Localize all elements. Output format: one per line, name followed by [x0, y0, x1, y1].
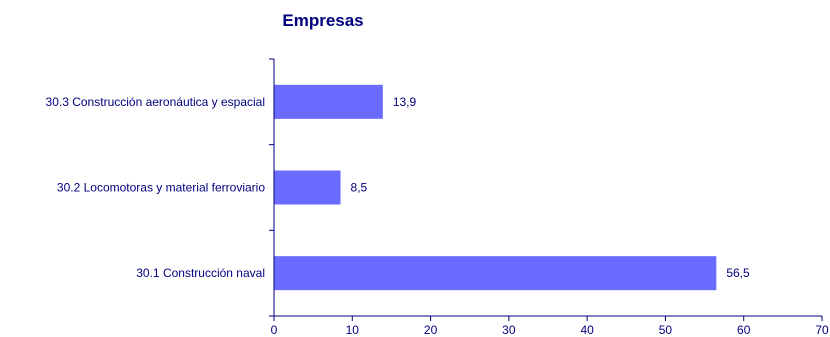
x-tick-label-7: 70: [815, 323, 829, 337]
category-label-2: 30.2 Locomotoras y material ferroviario: [57, 181, 265, 195]
chart-title: Empresas: [282, 11, 363, 30]
data-label-1: 13,9: [393, 95, 417, 109]
x-tick-label-2: 20: [424, 323, 438, 337]
x-tick-label-6: 60: [737, 323, 751, 337]
x-tick-label-4: 40: [580, 323, 594, 337]
category-label-3: 30.1 Construcción naval: [136, 266, 265, 280]
x-tick-label-5: 50: [659, 323, 673, 337]
x-tick-label-3: 30: [502, 323, 516, 337]
plot-area: 30.3 Construcción aeronáutica y espacial…: [46, 58, 829, 337]
bar-1: [274, 84, 383, 119]
x-tick-label-1: 10: [346, 323, 360, 337]
data-label-3: 56,5: [726, 266, 750, 280]
x-tick-label-0: 0: [271, 323, 278, 337]
bar-3: [274, 256, 717, 291]
data-label-2: 8,5: [351, 181, 368, 195]
bar-2: [274, 170, 341, 205]
category-label-1: 30.3 Construcción aeronáutica y espacial: [46, 95, 265, 109]
